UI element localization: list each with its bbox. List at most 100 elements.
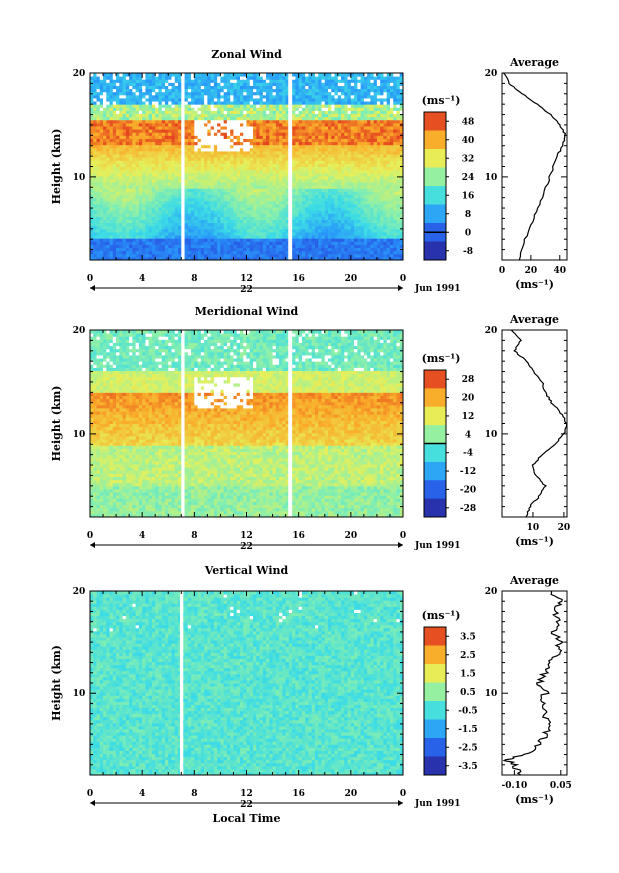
heatmap-cell [220, 247, 225, 252]
heatmap-cell [138, 160, 143, 164]
heatmap-cell [360, 219, 365, 224]
heatmap-cell [243, 144, 247, 149]
heatmap-cell [207, 219, 212, 224]
heatmap-cell [116, 163, 120, 167]
heatmap-cell [357, 213, 362, 217]
heatmap-cell [360, 238, 365, 242]
heatmap-cell [223, 163, 228, 167]
heatmap-cell [135, 247, 140, 252]
heatmap-cell [174, 154, 179, 158]
heatmap-cell [135, 94, 140, 99]
heatmap-cell [210, 160, 215, 164]
heatmap-cell [239, 228, 244, 233]
heatmap-cell [239, 247, 244, 252]
heatmap-cell [357, 247, 362, 252]
heatmap-cell [129, 144, 133, 149]
heatmap-cell [230, 178, 234, 183]
heatmap-cell [262, 213, 267, 217]
heatmap-cell [155, 169, 159, 174]
heatmap-cell [282, 207, 287, 211]
heatmap-cell [275, 129, 280, 133]
heatmap-cell [292, 129, 296, 133]
heatmap-cell [331, 76, 336, 80]
heatmap-cell [155, 160, 159, 164]
heatmap-cell [207, 182, 212, 186]
heatmap-cell [187, 250, 192, 255]
heatmap-cell [125, 200, 130, 205]
heatmap-cell [256, 188, 261, 192]
heatmap-cell [116, 129, 120, 133]
heatmap-cell [129, 166, 133, 171]
heatmap-cell [99, 94, 104, 99]
heatmap-cell [210, 216, 215, 220]
heatmap-cell [184, 88, 189, 93]
heatmap-cell [301, 101, 306, 105]
heatmap-cell [305, 225, 309, 230]
heatmap-cell [213, 169, 218, 174]
heatmap-cell [197, 154, 202, 158]
heatmap-cell [96, 147, 101, 152]
heatmap-cell [318, 228, 322, 233]
heatmap-cell [243, 76, 247, 80]
heatmap-cell [122, 169, 127, 174]
heatmap-cell [249, 94, 254, 99]
heatmap-cell [217, 122, 221, 127]
heatmap-cell [158, 79, 163, 83]
heatmap-cell [308, 169, 313, 174]
heatmap-cell [99, 213, 104, 217]
heatmap-cell [282, 225, 287, 230]
heatmap-cell [194, 253, 199, 258]
heatmap-cell [213, 200, 218, 205]
heatmap-cell [213, 154, 218, 158]
heatmap-cell [226, 178, 231, 183]
heatmap-cell [318, 166, 322, 171]
heatmap-cell [223, 116, 228, 121]
heatmap-cell [239, 160, 244, 164]
heatmap-cell [116, 216, 120, 220]
heatmap-cell [354, 147, 358, 152]
heatmap-cell [194, 79, 199, 83]
heatmap-cell [93, 147, 98, 152]
heatmap-cell [341, 197, 345, 202]
heatmap-cell [344, 235, 349, 239]
heatmap-cell [324, 194, 329, 199]
heatmap-cell [331, 79, 336, 83]
heatmap-cell [341, 144, 345, 149]
heatmap-cell [321, 169, 326, 174]
heatmap-cell [187, 141, 192, 146]
heatmap-cell [344, 213, 349, 217]
heatmap-cell [321, 175, 326, 180]
heatmap-cell [148, 185, 153, 189]
heatmap-cell [226, 175, 231, 180]
heatmap-cell [279, 185, 283, 189]
heatmap-cell [298, 188, 303, 192]
heatmap-cell [145, 169, 150, 174]
heatmap-cell [236, 160, 241, 164]
heatmap-cell [266, 178, 270, 183]
heatmap-cell [243, 213, 247, 217]
heatmap-cell [164, 76, 169, 80]
heatmap-cell [262, 225, 267, 230]
heatmap-cell [246, 210, 251, 214]
heatmap-cell [142, 244, 146, 249]
heatmap-cell [266, 194, 270, 199]
heatmap-cell [129, 104, 133, 108]
heatmap-cell [106, 197, 111, 202]
heatmap-cell [321, 185, 326, 189]
heatmap-cell [269, 238, 274, 242]
heatmap-cell [354, 160, 358, 164]
heatmap-cell [236, 94, 241, 99]
heatmap-cell [318, 154, 322, 158]
heatmap-cell [99, 113, 104, 118]
heatmap-cell [318, 207, 322, 211]
heatmap-cell [354, 185, 358, 189]
heatmap-cell [213, 213, 218, 217]
heatmap-cell [314, 157, 319, 161]
heatmap-cell [324, 154, 329, 158]
heatmap-cell [246, 101, 251, 105]
heatmap-cell [357, 200, 362, 205]
heatmap-cell [308, 119, 313, 124]
heatmap-cell [321, 101, 326, 105]
heatmap-cell [220, 88, 225, 93]
heatmap-cell [145, 197, 150, 202]
